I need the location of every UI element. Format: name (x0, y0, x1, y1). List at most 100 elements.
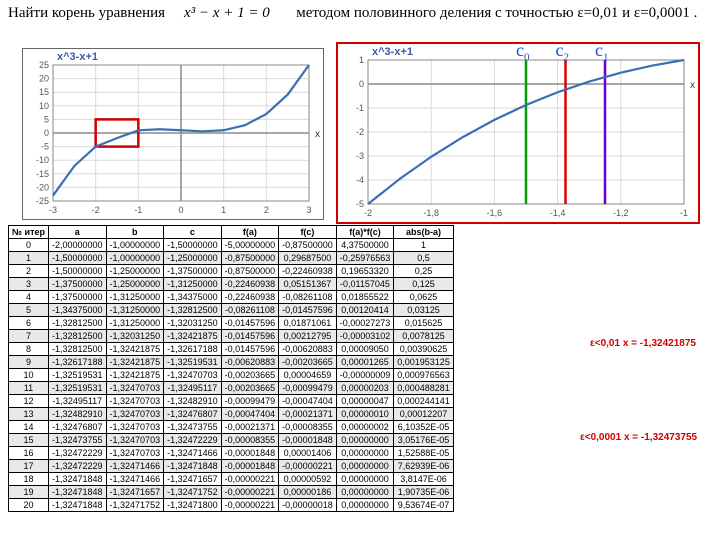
col-header: f(c) (279, 226, 337, 239)
svg-text:15: 15 (39, 87, 49, 97)
cell: 0,00004659 (279, 369, 337, 382)
cell: 5 (9, 304, 49, 317)
cell: -1,37500000 (164, 265, 222, 278)
svg-text:-15: -15 (36, 169, 49, 179)
cell: 0,05151367 (279, 278, 337, 291)
cell: -0,00021371 (279, 408, 337, 421)
cell: -0,00000009 (336, 369, 394, 382)
cell: -1,32495117 (48, 395, 106, 408)
cell: 0,00000000 (336, 460, 394, 473)
table-row: 15-1,32473755-1,32470703-1,32472229-0,00… (9, 434, 454, 447)
cell: -1,32470703 (106, 395, 164, 408)
table-row: 2-1,50000000-1,25000000-1,37500000-0,875… (9, 265, 454, 278)
cell: -0,22460938 (221, 278, 279, 291)
svg-text:-1: -1 (356, 103, 364, 113)
cell: 0,015625 (394, 317, 454, 330)
cell: 0,00000186 (279, 486, 337, 499)
cell: -1,32495117 (164, 382, 222, 395)
cell: 0,29687500 (279, 252, 337, 265)
cell: -0,00003102 (336, 330, 394, 343)
cell: 0 (9, 239, 49, 252)
cell: -1,32812500 (48, 330, 106, 343)
cell: 0,001953125 (394, 356, 454, 369)
table-row: 7-1,32812500-1,32031250-1,32421875-0,014… (9, 330, 454, 343)
cell: -0,01457596 (221, 343, 279, 356)
cell: -0,00021371 (221, 421, 279, 434)
cell: 10 (9, 369, 49, 382)
cell: -1,32470703 (106, 447, 164, 460)
cell: -1,37500000 (48, 291, 106, 304)
cell: -1,34375000 (48, 304, 106, 317)
cell: 0,03125 (394, 304, 454, 317)
table-row: 20-1,32471848-1,32471752-1,32471800-0,00… (9, 499, 454, 512)
cell: -1,32473755 (48, 434, 106, 447)
cell: 9,53674E-07 (394, 499, 454, 512)
cell: -0,00099479 (279, 382, 337, 395)
chart-overview: x^3-x+1 -3-2-10123-25-20-15-10-505101520… (22, 48, 324, 220)
cell: 1,90735E-06 (394, 486, 454, 499)
cell: -1,50000000 (48, 265, 106, 278)
chart2-title: x^3-x+1 (372, 46, 413, 58)
cell: -0,00001848 (221, 447, 279, 460)
cell: 0,00012207 (394, 408, 454, 421)
cell: 0,00001406 (279, 447, 337, 460)
cell: -0,00008355 (221, 434, 279, 447)
cell: 0,19653320 (336, 265, 394, 278)
table-row: 10-1,32519531-1,32421875-1,32470703-0,00… (9, 369, 454, 382)
cell: -0,00027273 (336, 317, 394, 330)
col-header: f(a) (221, 226, 279, 239)
problem-suffix: методом половинного деления с точностью … (296, 5, 697, 21)
cell: 0,00000203 (336, 382, 394, 395)
cell: -1,32471800 (164, 499, 222, 512)
cell: -1,32482910 (164, 395, 222, 408)
cell: 20 (9, 499, 49, 512)
cell: 0,5 (394, 252, 454, 265)
table-row: 1-1,50000000-1,00000000-1,25000000-0,875… (9, 252, 454, 265)
cell: 15 (9, 434, 49, 447)
svg-text:10: 10 (39, 101, 49, 111)
cell: 0,01871061 (279, 317, 337, 330)
cell: 11 (9, 382, 49, 395)
cell: -1,32519531 (48, 382, 106, 395)
cell: -1,25000000 (106, 265, 164, 278)
cell: 0,00390625 (394, 343, 454, 356)
cell: -0,00047404 (221, 408, 279, 421)
svg-text:-1,4: -1,4 (550, 208, 566, 218)
cell: 0,01855522 (336, 291, 394, 304)
cell: 0,00000000 (336, 499, 394, 512)
cell: -0,00000221 (221, 486, 279, 499)
svg-text:-5: -5 (356, 199, 364, 209)
cell: 17 (9, 460, 49, 473)
cell: -1,32472229 (48, 447, 106, 460)
cell: 7 (9, 330, 49, 343)
cell: -1,50000000 (48, 252, 106, 265)
cell: -1,32476807 (48, 421, 106, 434)
table-row: 16-1,32472229-1,32470703-1,32471466-0,00… (9, 447, 454, 460)
cell: 12 (9, 395, 49, 408)
cell: -0,22460938 (221, 291, 279, 304)
cell: -1,31250000 (106, 304, 164, 317)
cell: -0,00008355 (279, 421, 337, 434)
svg-text:-2: -2 (92, 205, 100, 215)
cell: 14 (9, 421, 49, 434)
cell: 7,62939E-06 (394, 460, 454, 473)
cell: 19 (9, 486, 49, 499)
cell: 6 (9, 317, 49, 330)
cell: -0,01457596 (221, 330, 279, 343)
c-label: c2 (556, 40, 570, 64)
cell: 1 (394, 239, 454, 252)
cell: 0,00212795 (279, 330, 337, 343)
cell: 13 (9, 408, 49, 421)
cell: 0,00000000 (336, 434, 394, 447)
result-eps-001: ε<0,01 x = -1,32421875 (590, 338, 696, 349)
iteration-table-wrap: № итерabcf(a)f(c)f(a)*f(c)abs(b-a)0-2,00… (8, 225, 454, 512)
cell: 0,125 (394, 278, 454, 291)
svg-text:-1,8: -1,8 (423, 208, 439, 218)
cell: -1,32471466 (164, 447, 222, 460)
cell: -1,32421875 (106, 369, 164, 382)
cell: 3,8147E-06 (394, 473, 454, 486)
cell: 9 (9, 356, 49, 369)
cell: 4 (9, 291, 49, 304)
cell: -0,87500000 (221, 265, 279, 278)
cell: -0,00000221 (221, 499, 279, 512)
